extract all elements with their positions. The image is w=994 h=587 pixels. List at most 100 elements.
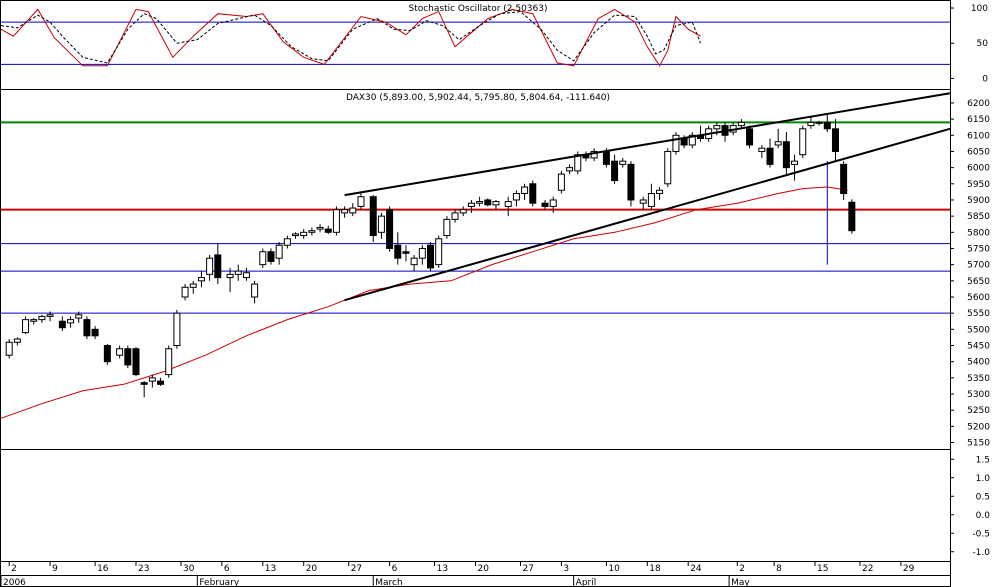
price-y-tick-label: 5700: [967, 261, 990, 271]
x-day-tick-label: 29: [903, 564, 915, 574]
candle-up: [148, 377, 156, 382]
moving-average-line: [0, 186, 848, 419]
price-y-tick-label: 6200: [967, 99, 990, 109]
x-day-tick-label: 27: [522, 564, 533, 574]
stochastic-y-tick-label: 100: [971, 4, 988, 14]
candle-up: [451, 212, 459, 220]
candle-down: [815, 121, 823, 124]
x-day-tick-label: 15: [817, 564, 828, 574]
candle-up: [13, 338, 21, 343]
lower-y-tick-label: 1.0: [976, 474, 991, 484]
candle-up: [377, 215, 385, 233]
candle-up: [619, 160, 627, 165]
candle-down: [782, 141, 790, 169]
candle-down: [103, 345, 111, 363]
price-y-tick-label: 5950: [967, 180, 990, 190]
candle-down: [529, 183, 537, 204]
x-month-tick-label: March: [375, 578, 402, 587]
x-day-tick-label: 18: [649, 564, 661, 574]
candle-up: [566, 167, 574, 172]
candle-down: [214, 254, 222, 279]
price-y-tick-label: 6050: [967, 147, 990, 157]
candle-up: [67, 319, 75, 324]
price-y-tick-label: 5150: [967, 439, 990, 449]
candle-up: [791, 160, 799, 165]
candle-up: [688, 134, 696, 146]
x-day-tick-label: 23: [138, 564, 149, 574]
candle-down: [840, 163, 848, 194]
candle-down: [58, 320, 66, 329]
candle-up: [5, 341, 13, 356]
candle-down: [140, 382, 148, 385]
candle-up: [226, 273, 234, 279]
x-day-tick-label: 6: [224, 564, 230, 574]
candle-up: [774, 141, 782, 146]
x-day-tick-label: 2: [11, 564, 17, 574]
candle-up: [332, 209, 340, 233]
candle-down: [611, 160, 619, 182]
price-y-tick-label: 5350: [967, 374, 990, 384]
candle-up: [116, 348, 124, 356]
price-y-tick-label: 5550: [967, 309, 990, 319]
candle-down: [124, 348, 132, 366]
candle-up: [197, 277, 205, 282]
x-day-tick-label: 10: [608, 564, 620, 574]
candle-up: [476, 201, 484, 204]
candle-up: [275, 244, 283, 259]
trend-line-upper: [344, 92, 951, 197]
stochastic-y-tick-label: 0: [982, 74, 988, 84]
candle-down: [402, 251, 410, 254]
candle-up: [443, 218, 451, 237]
candle-up: [189, 283, 197, 288]
x-month-tick-label: April: [576, 578, 597, 587]
x-day-tick-label: 27: [351, 564, 362, 574]
candle-down: [394, 244, 402, 259]
candle-down: [627, 163, 635, 201]
price-y-tick-label: 5900: [967, 196, 990, 206]
candle-up: [300, 231, 308, 237]
x-day-tick-label: 8: [776, 564, 782, 574]
candle-up: [410, 257, 418, 266]
candle-down: [386, 209, 394, 249]
candle-down: [823, 121, 831, 130]
price-y-tick-label: 5450: [967, 342, 990, 352]
candle-up: [316, 226, 324, 230]
candle-up: [206, 257, 214, 275]
price-chart-title: DAX30 (5,893.00, 5,902.44, 5,795.80, 5,8…: [346, 93, 610, 103]
x-month-tick-label: February: [199, 578, 240, 587]
x-day-tick-label: 3: [563, 564, 569, 574]
lower-y-tick-label: 0.0: [976, 511, 991, 521]
trend-line-lower: [344, 127, 951, 302]
candle-up: [512, 192, 520, 201]
candle-up: [713, 125, 721, 130]
candle-down: [324, 228, 332, 233]
candle-down: [484, 199, 492, 206]
candle-up: [737, 121, 745, 127]
stochastic-line-pct-k: [0, 8, 701, 67]
candle-up: [349, 207, 357, 214]
candle-up: [308, 230, 316, 233]
x-day-tick-label: 16: [97, 564, 109, 574]
candle-down: [157, 380, 165, 385]
candle-up: [341, 209, 349, 214]
candle-up: [435, 238, 443, 266]
candle-up: [492, 201, 500, 206]
candle-up: [357, 196, 365, 207]
x-day-tick-label: 6: [392, 564, 398, 574]
price-y-tick-label: 6000: [967, 164, 990, 174]
candle-up: [672, 134, 680, 152]
x-axis: 2 9 16 23 30 6 13 20 27 6 13 20 27 3 10 18 24 2 8 15 22 29200…: [0, 562, 915, 587]
x-day-tick-label: 24: [690, 564, 702, 574]
price-y-tick-label: 5850: [967, 212, 990, 222]
x-day-tick-label: 20: [478, 564, 490, 574]
lower-y-tick-label: 1.5: [976, 455, 990, 465]
price-y-tick-label: 5800: [967, 228, 990, 238]
candle-up: [574, 154, 582, 172]
candle-up: [283, 238, 291, 246]
candle-up: [22, 319, 30, 334]
candle-down: [766, 147, 774, 165]
x-day-tick-label: 9: [52, 564, 58, 574]
candle-up: [173, 312, 181, 347]
candle-up: [46, 314, 54, 317]
